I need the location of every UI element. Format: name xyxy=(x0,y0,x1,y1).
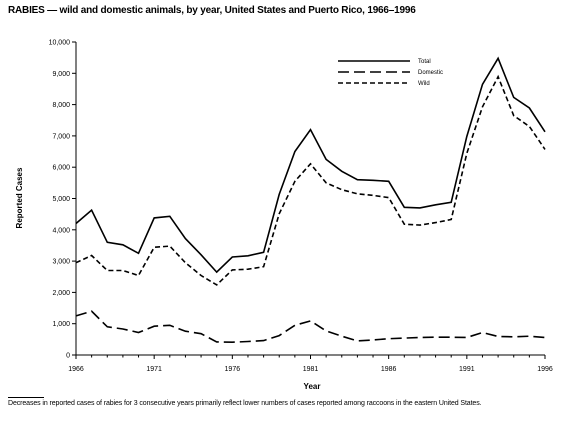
y-tick-label: 9,000 xyxy=(52,71,70,78)
series-line-total xyxy=(75,56,546,274)
series-line-wild xyxy=(75,74,546,286)
y-tick-label: 6,000 xyxy=(52,165,70,172)
y-tick-label: 3,000 xyxy=(52,259,70,266)
y-tick-label: 0 xyxy=(66,353,70,360)
chart-axes: 0 1,000 2,000 3,000 4,000 5,000 6,000 7,000 8,00… xyxy=(49,40,553,374)
y-tick-label: 1,000 xyxy=(52,321,70,328)
chart-title: RABIES — wild and domestic animals, by y… xyxy=(8,5,416,16)
x-tick-label: 1971 xyxy=(146,366,162,373)
x-tick-label: 1966 xyxy=(68,366,84,373)
x-tick-label: 1981 xyxy=(303,366,319,373)
chart-legend: Total Domestic Wild xyxy=(338,59,443,87)
y-tick-label: 7,000 xyxy=(52,133,70,140)
y-tick-label: 4,000 xyxy=(52,227,70,234)
footnote: Decreases in reported cases of rabies fo… xyxy=(8,400,482,407)
legend-label-wild: Wild xyxy=(418,81,430,87)
x-tick-label: 1976 xyxy=(225,366,241,373)
x-tick-label: 1996 xyxy=(537,366,553,373)
y-tick-label: 2,000 xyxy=(52,290,70,297)
x-tick-label: 1991 xyxy=(459,366,475,373)
chart-series xyxy=(75,56,546,344)
y-tick-label: 10,000 xyxy=(49,40,71,47)
x-axis-title: Year xyxy=(304,382,321,391)
series-line-domestic xyxy=(75,310,546,344)
legend-label-domestic: Domestic xyxy=(418,70,443,76)
y-tick-label: 5,000 xyxy=(52,196,70,203)
footnote-rule xyxy=(8,397,44,398)
legend-label-total: Total xyxy=(418,59,431,65)
y-axis-title: Reported Cases xyxy=(15,167,24,228)
y-tick-label: 8,000 xyxy=(52,102,70,109)
x-tick-label: 1986 xyxy=(381,366,397,373)
